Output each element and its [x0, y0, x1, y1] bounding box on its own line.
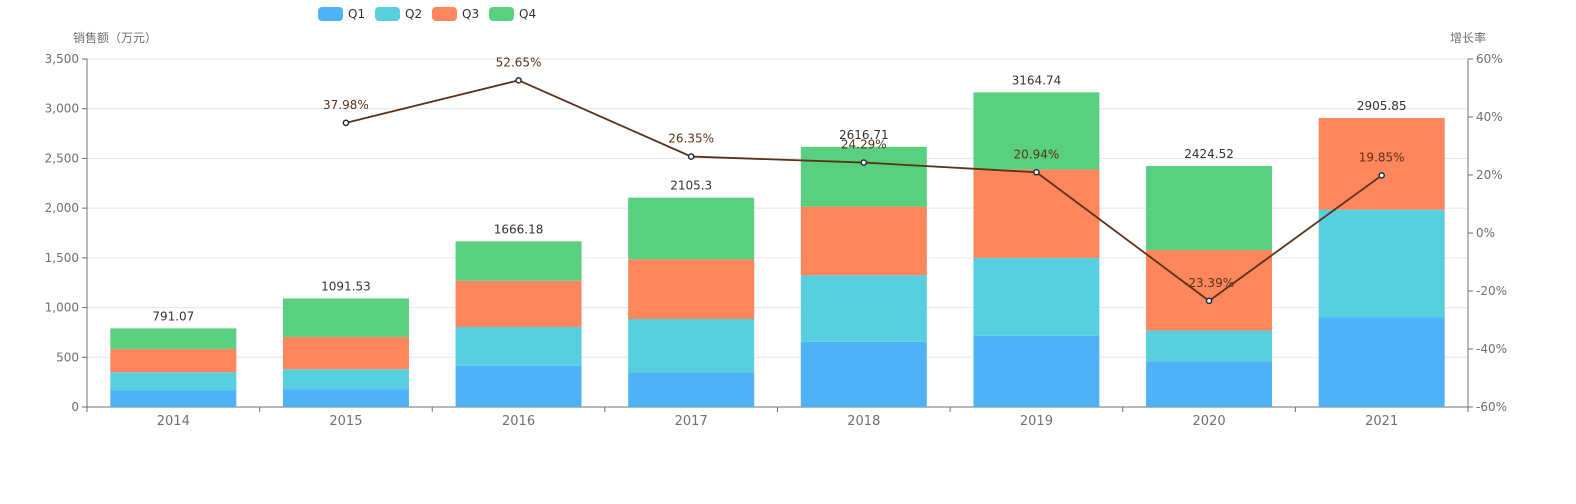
y-left-tick-label: 1,000 — [45, 301, 79, 315]
bar-total-label: 2424.52 — [1184, 147, 1234, 161]
bar-total-label: 1666.18 — [494, 222, 544, 236]
growth-point[interactable] — [1378, 172, 1386, 179]
bar-q2-2018[interactable] — [800, 275, 927, 342]
legend-label-q3: Q3 — [462, 7, 479, 21]
x-tick-label: 2014 — [157, 414, 190, 429]
y-left-tick-label: 2,500 — [45, 151, 79, 165]
bar-q4-2018[interactable] — [800, 146, 927, 207]
growth-label: 19.85% — [1359, 150, 1405, 164]
bar-q3-2015[interactable] — [282, 336, 409, 370]
bar-total-label: 3164.74 — [1012, 73, 1062, 87]
y-axis-left-title: 销售额（万元） — [73, 30, 157, 45]
y-right-tick-label: -60% — [1476, 400, 1507, 414]
bar-q1-2017[interactable] — [628, 372, 755, 407]
y-left-tick-label: 1,500 — [45, 251, 79, 265]
legend-swatch-q2[interactable] — [375, 7, 400, 21]
y-right-tick-label: 20% — [1476, 168, 1503, 182]
bar-q3-2014[interactable] — [110, 348, 237, 373]
growth-point[interactable] — [860, 159, 868, 166]
y-left-tick-label: 0 — [71, 400, 79, 414]
bar-q1-2020[interactable] — [1146, 361, 1273, 407]
bar-q3-2017[interactable] — [628, 259, 755, 320]
legend-label-q2: Q2 — [405, 7, 422, 21]
y-right-tick-label: -20% — [1476, 284, 1507, 298]
legend-label-q1: Q1 — [348, 7, 365, 21]
bar-q2-2016[interactable] — [455, 326, 582, 366]
bar-q3-2018[interactable] — [800, 206, 927, 276]
bar-total-label: 2616.71 — [839, 128, 889, 142]
y-left-tick-label: 500 — [56, 350, 79, 364]
y-right-tick-label: 0% — [1476, 226, 1495, 240]
growth-label: 26.35% — [668, 132, 714, 146]
legend-swatch-q4[interactable] — [489, 7, 514, 21]
bar-q1-2014[interactable] — [110, 390, 237, 407]
bar-q1-2018[interactable] — [800, 341, 927, 407]
bar-q2-2015[interactable] — [282, 369, 409, 390]
bar-total-label: 1091.53 — [321, 279, 371, 293]
bar-q4-2017[interactable] — [628, 197, 755, 260]
growth-label: 37.98% — [323, 98, 369, 112]
legend-swatch-q3[interactable] — [432, 7, 457, 21]
x-tick-label: 2017 — [675, 414, 708, 429]
legend-swatch-q1[interactable] — [318, 7, 343, 21]
bar-q2-2019[interactable] — [973, 257, 1100, 336]
bar-q4-2015[interactable] — [282, 298, 409, 337]
bar-total-label: 2105.3 — [670, 179, 712, 193]
y-right-tick-label: 40% — [1476, 110, 1503, 124]
bar-q4-2016[interactable] — [455, 241, 582, 281]
bar-q4-2020[interactable] — [1146, 165, 1273, 250]
y-left-tick-label: 3,000 — [45, 102, 79, 116]
bar-q1-2015[interactable] — [282, 389, 409, 407]
bar-q4-2014[interactable] — [110, 328, 237, 349]
growth-label: 24.29% — [841, 138, 887, 152]
y-axis-right-title: 增长率 — [1450, 30, 1486, 45]
x-tick-label: 2020 — [1193, 414, 1226, 429]
growth-point[interactable] — [687, 153, 695, 160]
growth-point[interactable] — [515, 76, 522, 84]
bar-q2-2017[interactable] — [628, 319, 755, 373]
bar-q3-2021[interactable] — [1318, 118, 1445, 210]
x-tick-label: 2019 — [1020, 414, 1053, 429]
legend-label-q4: Q4 — [519, 7, 536, 21]
bar-total-label: 791.07 — [152, 309, 194, 323]
bar-q1-2021[interactable] — [1318, 317, 1445, 407]
growth-label: 20.94% — [1014, 147, 1060, 161]
growth-point[interactable] — [1205, 297, 1213, 305]
y-left-tick-label: 3,500 — [45, 52, 79, 66]
x-tick-label: 2018 — [847, 414, 880, 429]
bar-q3-2020[interactable] — [1146, 249, 1273, 331]
bar-q2-2014[interactable] — [110, 372, 237, 391]
growth-point[interactable] — [1033, 168, 1040, 176]
x-tick-label: 2021 — [1365, 414, 1398, 429]
growth-point[interactable] — [342, 119, 350, 127]
growth-label: 52.65% — [496, 55, 542, 69]
y-right-tick-label: -40% — [1476, 342, 1507, 356]
growth-label: -23.39% — [1184, 276, 1234, 290]
bar-q2-2021[interactable] — [1318, 209, 1445, 318]
x-tick-label: 2015 — [329, 414, 362, 429]
y-left-tick-label: 2,000 — [45, 201, 79, 215]
bar-q1-2016[interactable] — [455, 365, 582, 407]
bar-total-label: 2905.85 — [1357, 99, 1407, 113]
bar-q3-2016[interactable] — [455, 280, 582, 327]
x-tick-label: 2016 — [502, 414, 535, 429]
bar-q2-2020[interactable] — [1146, 330, 1273, 362]
bar-q3-2019[interactable] — [973, 169, 1100, 258]
bar-q1-2019[interactable] — [973, 335, 1100, 407]
y-right-tick-label: 60% — [1476, 52, 1503, 66]
bar-q4-2019[interactable] — [973, 92, 1100, 170]
